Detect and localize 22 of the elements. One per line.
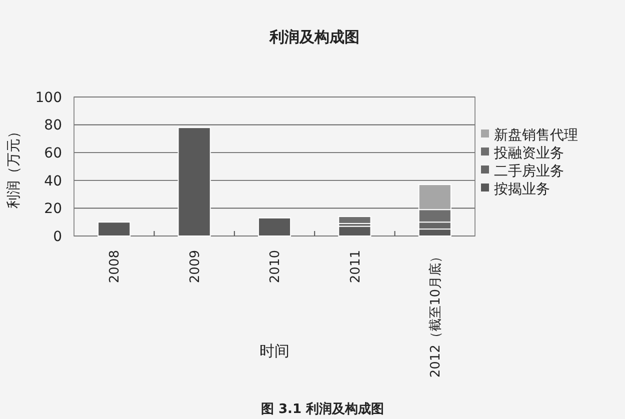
x-tick-label: 2012（截至10月底） xyxy=(428,250,444,378)
legend-label: 投融资业务 xyxy=(493,145,564,162)
y-tick-label: 0 xyxy=(53,228,62,245)
x-tick-label: 2009 xyxy=(188,250,203,284)
bar xyxy=(98,222,131,236)
bar xyxy=(258,217,292,236)
y-tick-label: 60 xyxy=(44,146,62,162)
legend-label: 新盘销售代理 xyxy=(494,127,578,144)
y-tick-label: 80 xyxy=(44,118,62,134)
bar xyxy=(338,216,372,224)
y-axis-title: 利润（万元） xyxy=(6,124,22,208)
chart-title: 利润及构成图 xyxy=(268,28,360,46)
legend-label: 按揭业务 xyxy=(494,181,550,198)
x-tick-label: 2011 xyxy=(348,250,364,284)
caption: 图 3.1 利润及构成图 xyxy=(260,401,384,417)
x-tick-label: 2008 xyxy=(108,250,123,284)
y-tick-label: 20 xyxy=(44,201,62,218)
legend-label: 二手房业务 xyxy=(494,163,564,180)
x-axis-title: 时间 xyxy=(260,342,290,360)
y-tick-label: 100 xyxy=(35,90,62,106)
x-tick-label: 2010 xyxy=(268,250,284,284)
y-tick-label: 40 xyxy=(44,173,62,190)
